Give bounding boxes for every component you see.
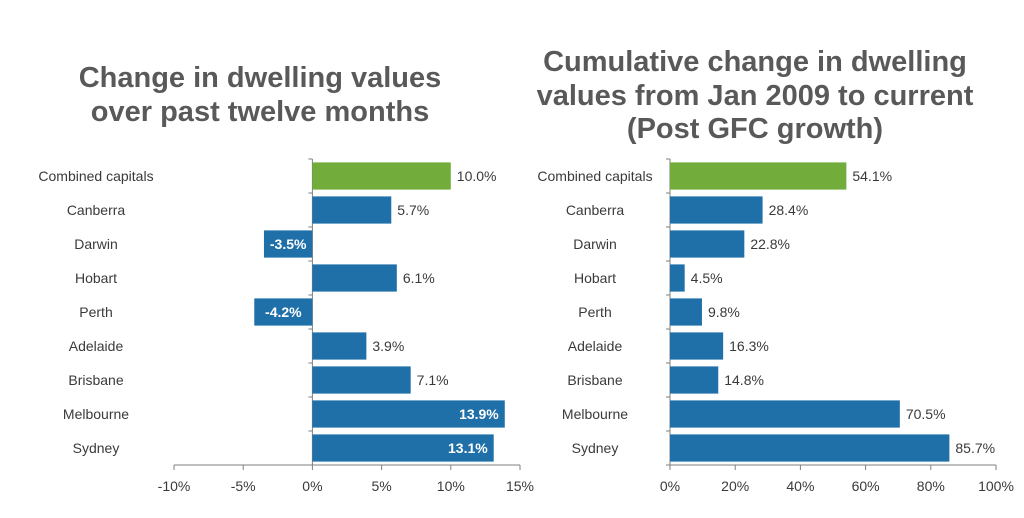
cumulative-bar [670,366,719,394]
twelve-month-bar [312,162,451,190]
cumulative-category-label: Combined capitals [537,168,652,184]
twelve-month-category-label: Brisbane [68,372,123,388]
twelve-month-value-tick-label: -5% [231,478,256,494]
twelve-month-data-label: 10.0% [457,168,497,184]
twelve-month-value-tick-label: 15% [506,478,534,494]
twelve-month-bar [312,434,494,462]
cumulative-category-label: Melbourne [562,406,628,422]
twelve-month-bar [263,230,313,258]
cumulative-value-tick-label: 0% [660,478,680,494]
cumulative-bar [670,162,847,190]
cumulative-data-label: 70.5% [906,406,946,422]
cumulative-value-tick-label: 60% [852,478,880,494]
twelve-month-value-tick-label: 5% [371,478,391,494]
twelve-month-data-label: 13.1% [448,440,488,456]
cumulative-bar [670,400,900,428]
cumulative-bar [670,434,950,462]
twelve-month-bar [312,366,411,394]
cumulative-bar [670,332,724,360]
twelve-month-data-label: -4.2% [265,304,302,320]
twelve-month-bar [254,298,313,326]
cumulative-value-tick-label: 20% [721,478,749,494]
cumulative-bar [670,196,763,224]
twelve-month-bar [312,264,397,292]
cumulative-category-label: Canberra [566,202,625,218]
twelve-month-category-label: Hobart [75,270,117,286]
twelve-month-bar [312,400,505,428]
cumulative-category-label: Sydney [572,440,619,456]
cumulative-data-label: 28.4% [769,202,809,218]
twelve-month-category-label: Combined capitals [38,168,153,184]
cumulative-value-tick-label: 100% [978,478,1014,494]
left-chart-title: Change in dwelling values over past twel… [78,62,442,128]
twelve-month-data-label: 7.1% [417,372,449,388]
cumulative-data-label: 14.8% [724,372,764,388]
twelve-month-data-label: -3.5% [270,236,307,252]
twelve-month-data-label: 5.7% [397,202,429,218]
cumulative-data-label: 9.8% [708,304,740,320]
twelve-month-bar [312,332,367,360]
cumulative-value-tick-label: 80% [917,478,945,494]
twelve-month-bar [312,196,392,224]
twelve-month-category-label: Melbourne [63,406,129,422]
twelve-month-category-label: Darwin [74,236,118,252]
twelve-month-category-label: Adelaide [69,338,124,354]
right-chart-title: Cumulative change in dwelling values fro… [536,46,974,146]
twelve-month-value-tick-label: 0% [302,478,322,494]
cumulative-bar [670,298,702,326]
cumulative-value-tick-label: 40% [786,478,814,494]
cumulative-bar [670,230,745,258]
cumulative-data-label: 22.8% [750,236,790,252]
cumulative-data-label: 54.1% [852,168,892,184]
twelve-month-category-label: Sydney [73,440,120,456]
twelve-month-value-tick-label: -10% [158,478,191,494]
twelve-month-data-label: 3.9% [372,338,404,354]
twelve-month-category-label: Canberra [67,202,126,218]
cumulative-category-label: Brisbane [567,372,622,388]
twelve-month-value-tick-label: 10% [437,478,465,494]
twelve-month-category-label: Perth [79,304,112,320]
cumulative-data-label: 85.7% [955,440,995,456]
cumulative-category-label: Perth [578,304,611,320]
cumulative-category-label: Hobart [574,270,616,286]
twelve-month-data-label: 6.1% [403,270,435,286]
cumulative-data-label: 4.5% [691,270,723,286]
cumulative-category-label: Adelaide [568,338,623,354]
cumulative-data-label: 16.3% [729,338,769,354]
twelve-month-data-label: 13.9% [459,406,499,422]
cumulative-category-label: Darwin [573,236,617,252]
cumulative-bar [670,264,685,292]
